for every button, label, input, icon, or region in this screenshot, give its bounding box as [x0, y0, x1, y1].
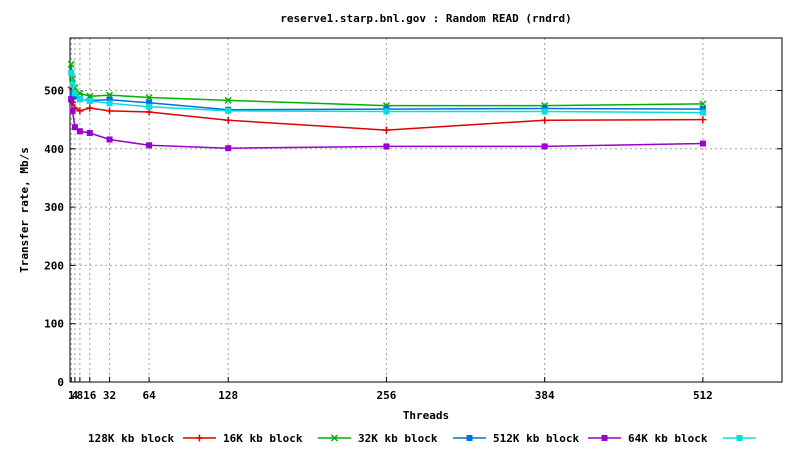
- data-point: [86, 97, 93, 104]
- data-point: [699, 109, 706, 116]
- x-axis-label: Threads: [403, 409, 449, 422]
- x-tick-label: 384: [535, 389, 555, 402]
- series: [68, 69, 706, 116]
- data-point: [71, 124, 78, 131]
- data-point: [699, 100, 707, 108]
- x-tick-label: 256: [377, 389, 397, 402]
- data-point: [76, 96, 83, 103]
- legend: 128K kb block 16K kb block 32K kb block 512…: [88, 432, 756, 445]
- data-point: [330, 434, 339, 442]
- data-point: [76, 107, 84, 115]
- x-tick-label: 128: [218, 389, 238, 402]
- data-point: [225, 145, 232, 152]
- x-tick-label: 4: [72, 389, 79, 402]
- data-point: [383, 143, 390, 150]
- legend-label: 128K kb block: [88, 432, 174, 445]
- data-point: [106, 107, 114, 115]
- axis-ticks: 0 100 200 300 400 500 148 16 32 64 128 256 384 512: [44, 84, 782, 402]
- x-tick-label: 32: [103, 389, 116, 402]
- x-tick-label: 64: [142, 389, 156, 402]
- data-point: [541, 116, 549, 124]
- x-tick-label: 1: [68, 389, 75, 402]
- data-point: [76, 128, 83, 135]
- y-tick-label: 400: [44, 143, 64, 156]
- data-point: [86, 130, 93, 137]
- y-tick-label: 0: [57, 376, 64, 389]
- data-point: [466, 435, 473, 441]
- data-point: [383, 108, 390, 115]
- x-tick-label: 512: [693, 389, 713, 402]
- data-point: [224, 96, 232, 104]
- series-layer: [67, 60, 707, 152]
- data-point: [541, 108, 548, 115]
- plot-area: [69, 37, 783, 383]
- data-point: [196, 434, 203, 442]
- data-point: [68, 96, 75, 103]
- data-point: [224, 116, 232, 124]
- y-tick-label: 200: [44, 259, 64, 272]
- data-point: [69, 107, 76, 114]
- data-point: [68, 69, 75, 76]
- data-point: [106, 96, 113, 103]
- data-point: [146, 99, 153, 106]
- y-tick-label: 100: [44, 318, 64, 331]
- data-point: [146, 142, 153, 149]
- data-point: [146, 103, 153, 110]
- series-line: [70, 64, 703, 107]
- data-point: [699, 116, 707, 124]
- data-point: [736, 435, 743, 441]
- data-point: [601, 435, 608, 441]
- chart-title: reserve1.starp.bnl.gov : Random READ (rn…: [280, 12, 571, 25]
- legend-label: 16K kb block: [223, 432, 303, 445]
- data-point: [541, 143, 548, 150]
- data-point: [106, 136, 113, 143]
- y-axis-label: Transfer rate, Mb/s: [18, 147, 31, 273]
- legend-label: 32K kb block: [358, 432, 438, 445]
- data-point: [86, 104, 94, 112]
- legend-label: 512K kb block: [493, 432, 579, 445]
- series: [68, 96, 706, 152]
- data-point: [67, 60, 75, 68]
- y-tick-label: 300: [44, 201, 64, 214]
- data-point: [382, 126, 390, 134]
- series: [67, 60, 707, 110]
- data-point: [71, 90, 78, 97]
- data-point: [106, 100, 113, 107]
- y-tick-label: 500: [44, 84, 64, 97]
- legend-label: 64K kb block: [628, 432, 708, 445]
- data-point: [225, 107, 232, 114]
- data-point: [69, 81, 76, 88]
- grid: [70, 38, 782, 382]
- x-tick-label: 16: [83, 389, 97, 402]
- x-tick-label: 8: [77, 389, 84, 402]
- data-point: [699, 140, 706, 147]
- data-point: [145, 93, 153, 102]
- data-point: [699, 106, 706, 113]
